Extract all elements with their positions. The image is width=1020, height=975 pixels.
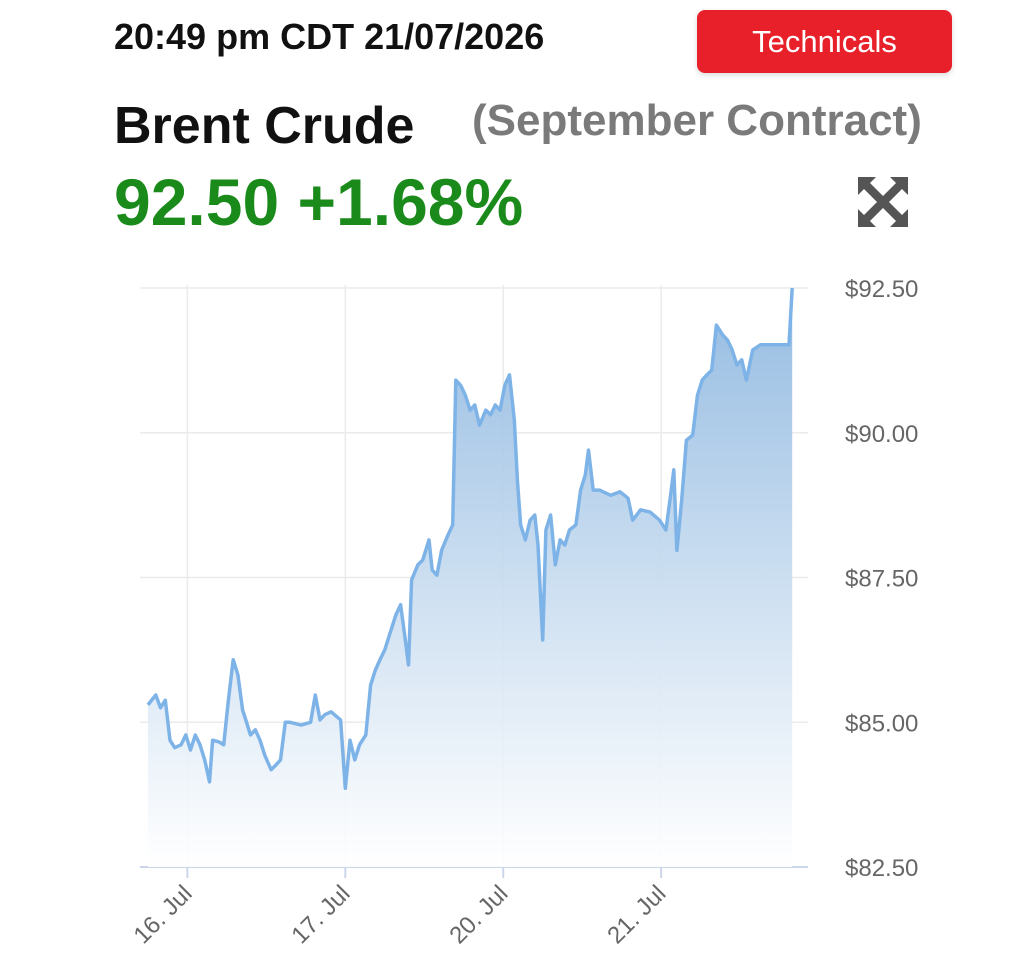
y-tick-label: $82.50 <box>845 855 918 882</box>
y-tick-label: $92.50 <box>845 276 918 303</box>
instrument-title: Brent Crude <box>114 97 415 155</box>
x-tick-label: 16. Jul <box>129 880 198 949</box>
timestamp: 20:49 pm CDT 21/07/2026 <box>114 16 545 57</box>
x-tick-label: 17. Jul <box>286 880 355 949</box>
technicals-button[interactable]: Technicals <box>697 10 952 73</box>
area-fill <box>147 288 793 867</box>
x-tick-label: 20. Jul <box>444 880 513 949</box>
price-line <box>146 287 794 791</box>
y-tick-label: $87.50 <box>845 566 918 593</box>
price-change: 92.50 +1.68% <box>114 165 524 239</box>
expand-icon[interactable] <box>858 177 908 227</box>
x-tick-label: 21. Jul <box>602 880 671 949</box>
y-tick-label: $90.00 <box>845 421 918 448</box>
contract-subtitle: (September Contract) <box>472 96 922 145</box>
icon-arrows <box>858 177 908 227</box>
y-tick-label: $85.00 <box>845 710 918 737</box>
